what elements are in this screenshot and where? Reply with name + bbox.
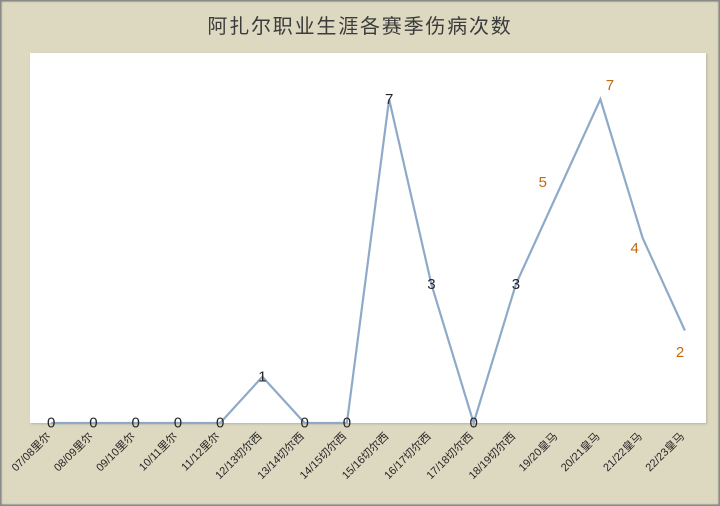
svg-text:08/09里尔: 08/09里尔 bbox=[51, 430, 95, 474]
svg-text:0: 0 bbox=[469, 415, 477, 432]
svg-text:22/23皇马: 22/23皇马 bbox=[642, 429, 687, 474]
svg-text:4: 4 bbox=[630, 240, 638, 257]
svg-text:7: 7 bbox=[606, 77, 614, 94]
svg-text:0: 0 bbox=[131, 415, 139, 432]
svg-text:10/11里尔: 10/11里尔 bbox=[136, 430, 180, 474]
svg-text:09/10里尔: 09/10里尔 bbox=[94, 430, 138, 474]
svg-text:19/20皇马: 19/20皇马 bbox=[515, 429, 560, 474]
svg-text:3: 3 bbox=[512, 276, 520, 293]
svg-text:0: 0 bbox=[216, 415, 224, 432]
svg-text:0: 0 bbox=[89, 415, 97, 432]
svg-text:20/21皇马: 20/21皇马 bbox=[558, 429, 603, 474]
svg-text:5: 5 bbox=[539, 174, 547, 191]
svg-text:0: 0 bbox=[174, 415, 182, 432]
svg-text:3: 3 bbox=[427, 276, 435, 293]
svg-text:21/22皇马: 21/22皇马 bbox=[600, 429, 645, 474]
svg-text:07/08里尔: 07/08里尔 bbox=[9, 430, 53, 474]
svg-text:0: 0 bbox=[47, 415, 55, 432]
svg-text:7: 7 bbox=[385, 91, 393, 108]
svg-text:11/12里尔: 11/12里尔 bbox=[179, 430, 223, 474]
svg-text:1: 1 bbox=[258, 368, 266, 385]
svg-text:0: 0 bbox=[300, 415, 308, 432]
svg-text:0: 0 bbox=[343, 415, 351, 432]
svg-text:2: 2 bbox=[676, 344, 684, 361]
